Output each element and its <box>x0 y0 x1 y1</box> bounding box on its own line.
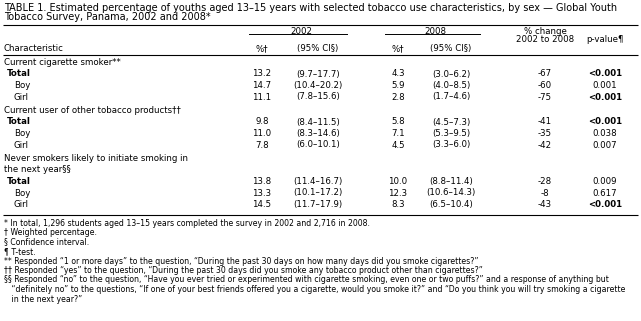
Text: -60: -60 <box>538 81 552 90</box>
Text: Girl: Girl <box>14 92 29 101</box>
Text: 13.8: 13.8 <box>253 177 272 186</box>
Text: (95% CI§): (95% CI§) <box>430 44 472 53</box>
Text: -28: -28 <box>538 177 552 186</box>
Text: -35: -35 <box>538 129 552 138</box>
Text: (10.1–17.2): (10.1–17.2) <box>294 188 343 197</box>
Text: (9.7–17.7): (9.7–17.7) <box>296 70 340 79</box>
Text: -42: -42 <box>538 141 552 150</box>
Text: 2.8: 2.8 <box>391 92 405 101</box>
Text: †† Responded “yes” to the question, “During the past 30 days did you smoke any t: †† Responded “yes” to the question, “Dur… <box>4 266 483 275</box>
Text: “definitely no” to the questions, “If one of your best friends offered you a cig: “definitely no” to the questions, “If on… <box>4 285 626 294</box>
Text: 14.5: 14.5 <box>253 200 272 209</box>
Text: TABLE 1. Estimated percentage of youths aged 13–15 years with selected tobacco u: TABLE 1. Estimated percentage of youths … <box>4 3 617 13</box>
Text: (10.6–14.3): (10.6–14.3) <box>426 188 476 197</box>
Text: § Confidence interval.: § Confidence interval. <box>4 238 89 247</box>
Text: * In total, 1,296 students aged 13–15 years completed the survey in 2002 and 2,7: * In total, 1,296 students aged 13–15 ye… <box>4 219 370 228</box>
Text: 5.9: 5.9 <box>391 81 404 90</box>
Text: Tobacco Survey, Panama, 2002 and 2008*: Tobacco Survey, Panama, 2002 and 2008* <box>4 12 211 22</box>
Text: Boy: Boy <box>14 188 30 197</box>
Text: 11.1: 11.1 <box>253 92 272 101</box>
Text: (7.8–15.6): (7.8–15.6) <box>296 92 340 101</box>
Text: Current cigarette smoker**: Current cigarette smoker** <box>4 58 121 67</box>
Text: 4.3: 4.3 <box>391 70 405 79</box>
Text: (8.3–14.6): (8.3–14.6) <box>296 129 340 138</box>
Text: in the next year?”: in the next year?” <box>4 294 82 303</box>
Text: (3.3–6.0): (3.3–6.0) <box>432 141 470 150</box>
Text: -8: -8 <box>541 188 549 197</box>
Text: 13.2: 13.2 <box>253 70 272 79</box>
Text: (5.3–9.5): (5.3–9.5) <box>432 129 470 138</box>
Text: 0.001: 0.001 <box>593 81 617 90</box>
Text: %†: %† <box>256 44 269 53</box>
Text: %†: %† <box>392 44 404 53</box>
Text: -43: -43 <box>538 200 552 209</box>
Text: -67: -67 <box>538 70 552 79</box>
Text: ¶ T-test.: ¶ T-test. <box>4 247 36 256</box>
Text: 14.7: 14.7 <box>253 81 272 90</box>
Text: Total: Total <box>7 177 31 186</box>
Text: 7.1: 7.1 <box>391 129 405 138</box>
Text: 0.617: 0.617 <box>593 188 617 197</box>
Text: Boy: Boy <box>14 129 30 138</box>
Text: -75: -75 <box>538 92 552 101</box>
Text: <0.001: <0.001 <box>588 70 622 79</box>
Text: <0.001: <0.001 <box>588 92 622 101</box>
Text: Current user of other tobacco products††: Current user of other tobacco products†† <box>4 106 181 115</box>
Text: 0.007: 0.007 <box>593 141 617 150</box>
Text: §§ Responded “no” to the question, “Have you ever tried or experimented with cig: §§ Responded “no” to the question, “Have… <box>4 275 609 284</box>
Text: (3.0–6.2): (3.0–6.2) <box>432 70 470 79</box>
Text: 0.009: 0.009 <box>593 177 617 186</box>
Text: <0.001: <0.001 <box>588 200 622 209</box>
Text: (4.5–7.3): (4.5–7.3) <box>432 117 470 126</box>
Text: (11.7–17.9): (11.7–17.9) <box>294 200 342 209</box>
Text: 0.038: 0.038 <box>593 129 617 138</box>
Text: (95% CI§): (95% CI§) <box>297 44 338 53</box>
Text: Never smokers likely to initiate smoking in: Never smokers likely to initiate smoking… <box>4 154 188 163</box>
Text: (8.8–11.4): (8.8–11.4) <box>429 177 473 186</box>
Text: 8.3: 8.3 <box>391 200 405 209</box>
Text: <0.001: <0.001 <box>588 117 622 126</box>
Text: (4.0–8.5): (4.0–8.5) <box>432 81 470 90</box>
Text: -41: -41 <box>538 117 552 126</box>
Text: Girl: Girl <box>14 200 29 209</box>
Text: 9.8: 9.8 <box>255 117 269 126</box>
Text: (6.0–10.1): (6.0–10.1) <box>296 141 340 150</box>
Text: 10.0: 10.0 <box>388 177 408 186</box>
Text: the next year§§: the next year§§ <box>4 166 71 175</box>
Text: (6.5–10.4): (6.5–10.4) <box>429 200 473 209</box>
Text: (8.4–11.5): (8.4–11.5) <box>296 117 340 126</box>
Text: Total: Total <box>7 70 31 79</box>
Text: p-value¶: p-value¶ <box>587 35 624 44</box>
Text: % change: % change <box>524 27 567 36</box>
Text: (11.4–16.7): (11.4–16.7) <box>294 177 343 186</box>
Text: ** Responded “1 or more days” to the question, “During the past 30 days on how m: ** Responded “1 or more days” to the que… <box>4 256 478 265</box>
Text: Characteristic: Characteristic <box>4 44 64 53</box>
Text: (1.7–4.6): (1.7–4.6) <box>432 92 470 101</box>
Text: 7.8: 7.8 <box>255 141 269 150</box>
Text: 12.3: 12.3 <box>388 188 408 197</box>
Text: 11.0: 11.0 <box>253 129 272 138</box>
Text: 2002 to 2008: 2002 to 2008 <box>516 35 574 44</box>
Text: Total: Total <box>7 117 31 126</box>
Text: (10.4–20.2): (10.4–20.2) <box>294 81 343 90</box>
Text: 2008: 2008 <box>424 27 447 36</box>
Text: Boy: Boy <box>14 81 30 90</box>
Text: 4.5: 4.5 <box>391 141 405 150</box>
Text: 2002: 2002 <box>290 27 312 36</box>
Text: 5.8: 5.8 <box>391 117 405 126</box>
Text: 13.3: 13.3 <box>253 188 272 197</box>
Text: Girl: Girl <box>14 141 29 150</box>
Text: † Weighted percentage.: † Weighted percentage. <box>4 228 97 237</box>
